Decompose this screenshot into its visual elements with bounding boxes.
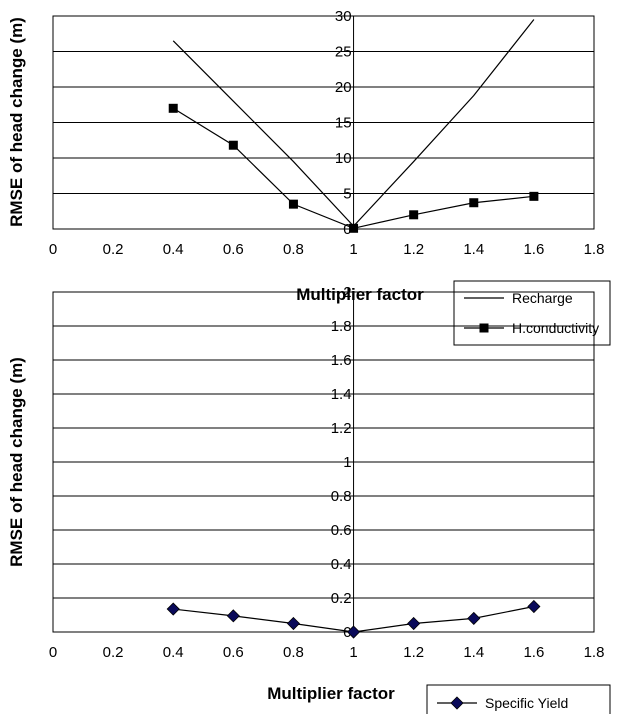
data-point	[527, 599, 541, 614]
x-tick-label: 1	[349, 241, 357, 258]
x-axis-title: Multiplier factor	[267, 684, 395, 703]
x-tick-label: 0	[49, 241, 57, 258]
legend-label: Recharge	[512, 290, 573, 306]
x-tick-label: 1.2	[403, 644, 424, 661]
y-axis-title: RMSE of head change (m)	[7, 17, 26, 227]
y-tick-label: 1.6	[331, 352, 352, 369]
x-tick-label: 0.6	[223, 644, 244, 661]
y-tick-label: 2	[343, 284, 351, 301]
data-point	[228, 140, 238, 150]
data-point	[286, 616, 301, 631]
x-tick-label: 1.8	[584, 644, 605, 661]
data-point	[469, 198, 479, 208]
x-tick-label: 0.8	[283, 644, 304, 661]
x-tick-label: 1.8	[584, 241, 605, 258]
x-tick-label: 0.4	[163, 644, 184, 661]
y-tick-label: 5	[343, 186, 351, 203]
plot-area	[52, 15, 595, 230]
x-tick-label: 1	[349, 644, 357, 661]
x-tick-label: 0.8	[283, 241, 304, 258]
chart-1: 0 5 10 15 20 25 30 0 0.2 0.4 0.6 0.8 1 1.2 1.4 1.6 1.8 Mu…	[7, 8, 611, 346]
legend-marker	[479, 323, 489, 333]
y-tick-label: 15	[335, 115, 352, 132]
data-point	[467, 611, 481, 625]
x-tick-label: 1.6	[523, 644, 544, 661]
legend: Recharge H.conductivity	[453, 280, 611, 346]
plot-area	[52, 291, 595, 633]
data-point	[168, 103, 178, 113]
x-tick-label: 0.4	[163, 241, 184, 258]
x-tick-label: 0.6	[223, 241, 244, 258]
y-tick-label: 10	[335, 150, 352, 167]
data-point	[407, 616, 421, 631]
data-point	[226, 609, 240, 623]
y-tick-label: 0.4	[331, 556, 352, 573]
x-tick-label: 0.2	[103, 644, 124, 661]
y-axis-title: RMSE of head change (m)	[7, 357, 26, 567]
y-tick-label: 1.4	[331, 386, 352, 403]
legend-marker	[450, 696, 464, 710]
y-tick-label: 0.8	[331, 488, 352, 505]
data-point	[346, 625, 361, 639]
x-tick-label: 1.2	[403, 241, 424, 258]
legend-label: Specific Yield	[485, 695, 568, 711]
y-tick-label: 0	[343, 221, 351, 238]
data-point	[349, 223, 359, 233]
x-tick-label: 1.4	[463, 644, 484, 661]
y-tick-label: 1	[343, 454, 351, 471]
x-axis-title: Multiplier factor	[296, 285, 424, 304]
y-tick-label: 25	[335, 44, 352, 61]
data-point	[288, 199, 298, 209]
y-tick-label: 1.2	[331, 420, 352, 437]
legend: Specific Yield	[426, 684, 611, 714]
legend-label: H.conductivity	[512, 320, 599, 336]
data-point	[529, 191, 539, 201]
y-tick-label: 0.2	[331, 590, 352, 607]
y-tick-label: 0	[343, 624, 351, 641]
data-point	[409, 210, 419, 220]
x-tick-label: 0	[49, 644, 57, 661]
chart-2: 0 0.2 0.4 0.6 0.8 1 1.2 1.4 1.6 1.8 2 0 0.2 0.4 0.6 0.8…	[7, 284, 611, 714]
x-tick-label: 1.6	[523, 241, 544, 258]
x-tick-label: 0.2	[103, 241, 124, 258]
data-point	[166, 602, 180, 616]
y-tick-label: 30	[335, 8, 352, 25]
y-tick-label: 1.8	[331, 318, 352, 335]
x-tick-label: 1.4	[463, 241, 484, 258]
y-tick-label: 20	[335, 79, 352, 96]
y-tick-label: 0.6	[331, 522, 352, 539]
